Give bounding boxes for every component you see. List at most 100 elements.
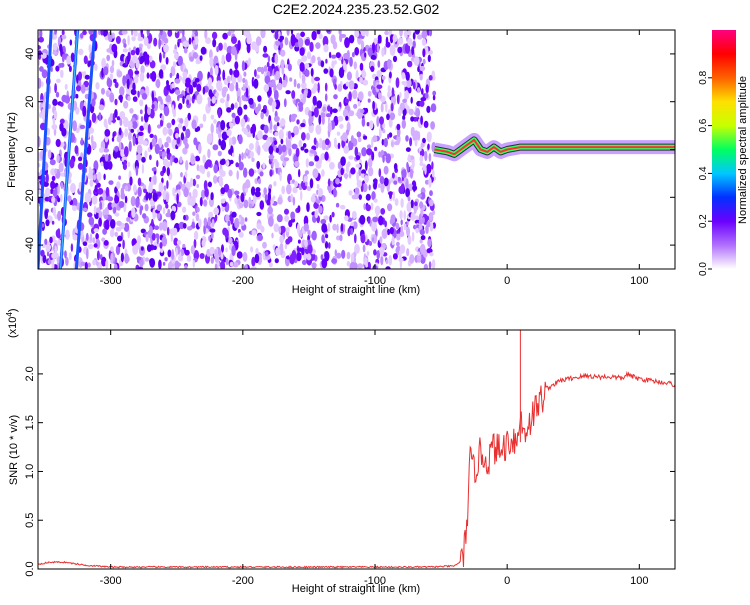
y-tick-label: 1.5 — [24, 415, 36, 430]
spectrogram-cell — [368, 241, 373, 246]
snr-x-ticks: -300 -200 -100 0 100 — [100, 330, 648, 587]
spectrogram-cell — [116, 70, 123, 78]
spectrogram-cell — [161, 151, 165, 161]
spectrogram-cell — [303, 223, 309, 232]
spectrogram-cell — [176, 193, 179, 204]
colorbar-label: Normalized spectral amplitude — [737, 76, 749, 224]
spectrogram-cell — [52, 51, 58, 55]
spectrogram-cell — [193, 250, 200, 261]
spectrogram-cell — [72, 120, 77, 132]
spectrogram-cell — [403, 81, 408, 88]
spectrogram-cell — [172, 61, 177, 68]
spectrogram-cell — [106, 54, 111, 62]
spectrogram-cell — [157, 191, 162, 197]
spectrogram-cell — [407, 37, 413, 47]
spectrogram-cell — [350, 222, 354, 227]
spectrogram-cell — [171, 249, 175, 261]
spectrogram-cell — [399, 30, 403, 37]
spectrogram-cell — [325, 146, 329, 151]
spectrogram-cell — [401, 119, 406, 129]
spectrogram-cell — [218, 42, 223, 51]
spectrogram-cell — [51, 34, 58, 40]
spectrogram-cell — [242, 251, 248, 262]
snr-x-label: Height of straight line (km) — [292, 583, 420, 595]
spectrogram-cell — [280, 118, 286, 127]
spectrogram-cell — [304, 239, 308, 248]
spectrogram-cell — [368, 166, 374, 177]
spectrogram-cell — [285, 227, 290, 233]
spectrogram-cell — [400, 219, 403, 226]
spectrogram-cell — [156, 204, 163, 212]
spectrogram-cell — [180, 132, 185, 141]
spectrogram-cell — [306, 253, 312, 261]
spectrogram-cell — [152, 192, 158, 202]
spectrogram-cell — [309, 178, 314, 189]
spectrogram-cell — [303, 175, 308, 183]
spectrogram-cell — [104, 153, 109, 162]
spectrogram-cell — [413, 56, 420, 66]
spectrogram-cell — [93, 243, 98, 248]
spectrogram-cell — [380, 183, 385, 193]
spectrogram-cell — [354, 187, 360, 195]
spectrogram-cell — [135, 47, 140, 56]
spectrogram-cell — [334, 249, 337, 257]
spectrogram-cell — [337, 115, 344, 122]
spectrogram-cell — [402, 98, 407, 103]
spectrogram-cell — [380, 255, 384, 266]
spectrogram-cell — [166, 136, 171, 143]
spectrogram-cell — [106, 78, 113, 88]
spectrogram-cell — [198, 143, 202, 154]
spectrogram-cell — [378, 168, 382, 178]
spectrogram-cell — [208, 211, 214, 219]
spectrogram-cell — [209, 228, 216, 233]
spectrogram-cell — [38, 59, 41, 66]
spectrogram-cell — [422, 48, 426, 58]
spectrogram-cell — [202, 154, 206, 164]
spectrogram-cell — [332, 223, 337, 231]
spectrogram-cell — [114, 212, 120, 217]
spectrogram-cell — [388, 254, 393, 266]
spectrogram-cell — [122, 162, 127, 170]
spectrogram-cell — [211, 31, 218, 40]
spectrogram-cell — [200, 46, 207, 55]
spectrogram-cell — [57, 197, 61, 203]
spectrogram-cell — [216, 80, 222, 91]
spectrogram-cell — [119, 86, 125, 97]
spectrogram-cell — [373, 198, 378, 203]
spectrogram-cell — [102, 189, 107, 201]
spectrogram-cell — [159, 150, 163, 157]
spectrogram-cell — [280, 59, 285, 70]
spectrogram-cell — [212, 144, 219, 151]
spectrogram-cell — [346, 50, 350, 61]
spectrogram-cell — [402, 115, 406, 121]
spectrogram-cell — [51, 175, 56, 182]
spectrogram-cell — [349, 228, 354, 235]
spectrogram-cell — [151, 233, 156, 241]
spectrogram-cell — [317, 56, 321, 62]
spectrogram-cell — [187, 112, 191, 121]
spectrogram-cell — [316, 100, 323, 109]
spectrogram-cell — [262, 241, 267, 249]
spectrogram-cell — [281, 144, 287, 153]
spectrogram-cell — [249, 151, 254, 159]
spectrogram-cell — [324, 151, 329, 161]
spectrogram-cell — [239, 96, 242, 108]
spectrogram-cell — [213, 89, 216, 95]
spectrogram-cell — [275, 40, 281, 46]
spectrogram-cell — [428, 199, 434, 207]
spectrogram-cell — [417, 34, 423, 40]
spectrogram-cell — [250, 186, 256, 196]
spectrogram-cell — [123, 146, 129, 158]
spectrogram-cell — [291, 113, 298, 119]
spectrogram-cell — [61, 30, 65, 36]
spectrogram-cell — [287, 140, 292, 149]
spectrogram-cell — [385, 102, 388, 113]
x-tick-label: -300 — [100, 275, 122, 287]
spectrogram-cell — [88, 30, 94, 35]
spectrogram-cell — [70, 243, 74, 252]
spectrogram-cell — [237, 40, 241, 51]
spectrogram-cell — [324, 138, 330, 146]
spectrogram-cell — [270, 30, 275, 33]
spectrogram-cell — [321, 234, 325, 244]
spectrogram-cell — [238, 217, 241, 223]
